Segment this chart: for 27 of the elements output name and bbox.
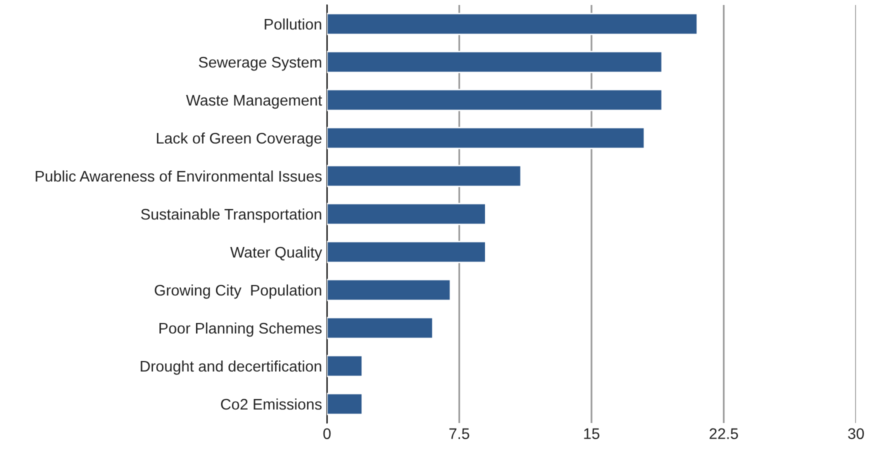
bar [327, 202, 486, 226]
y-tick-label: Sustainable Transportation [141, 208, 322, 223]
x-tick-label: 15 [584, 428, 600, 440]
y-tick-label: Water Quality [230, 246, 322, 261]
bar [327, 88, 663, 112]
y-tick-label: Pollution [264, 18, 322, 30]
bar [327, 392, 363, 416]
bar [327, 50, 663, 74]
bar [327, 240, 486, 264]
y-tick-label: Sewerage System [198, 56, 322, 71]
y-tick-label: Growing City Population [154, 284, 322, 299]
y-tick-label: Lack of Green Coverage [156, 132, 322, 147]
x-tick-label: 0 [323, 428, 331, 440]
x-tick-label: 30 [848, 428, 864, 440]
x-tick-label: 22.5 [710, 428, 738, 440]
x-tick-label: 7.5 [449, 428, 470, 440]
bar [327, 164, 522, 188]
bar [327, 126, 646, 150]
bar [327, 316, 434, 340]
y-tick-label: Co2 Emissions [221, 398, 322, 410]
bar [327, 12, 698, 36]
y-tick-label: Public Awareness of Environmental Issues [36, 170, 322, 182]
y-tick-label: Waste Management [186, 95, 322, 109]
bar [327, 278, 452, 302]
y-tick-label: Poor Planning Schemes [159, 322, 322, 337]
y-tick-label: Drought and decertification [140, 360, 322, 375]
bar [327, 354, 363, 378]
